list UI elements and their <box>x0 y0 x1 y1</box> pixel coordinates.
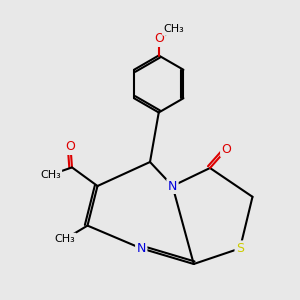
Text: CH₃: CH₃ <box>55 234 75 244</box>
Text: O: O <box>66 140 75 154</box>
Text: O: O <box>154 32 164 46</box>
Text: N: N <box>136 242 146 255</box>
Text: O: O <box>222 143 231 156</box>
Text: CH₃: CH₃ <box>164 24 184 34</box>
Text: CH₃: CH₃ <box>40 170 61 180</box>
Text: N: N <box>168 179 177 193</box>
Text: S: S <box>236 242 244 255</box>
